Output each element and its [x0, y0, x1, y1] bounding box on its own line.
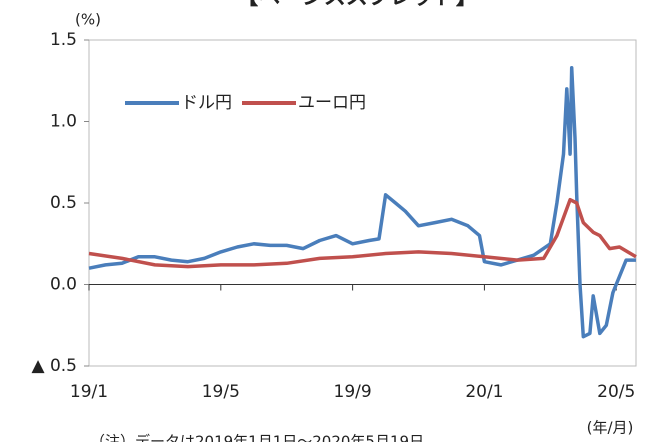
legend-label: ドル円	[181, 93, 232, 113]
y-tick-label: 0.0	[50, 275, 77, 295]
y-unit: (%)	[75, 11, 101, 29]
series-line	[88, 197, 637, 269]
note: （注）データは2019年1月1日～2020年5月19日	[90, 433, 424, 442]
series-line	[88, 65, 636, 339]
y-tick-label: 1.5	[50, 30, 77, 50]
y-tick-label: 1.0	[50, 112, 77, 132]
x-tick-label: 20/1	[465, 382, 503, 402]
x-tick-label: 19/1	[70, 382, 108, 402]
x-unit: (年/月)	[587, 419, 634, 437]
legend-label: ユーロ円	[298, 93, 366, 113]
chart-title: 【ベーシススプレッド】	[236, 0, 478, 10]
y-tick-label: ▲ 0.5	[31, 356, 77, 376]
x-tick-label: 20/5	[597, 382, 635, 402]
y-tick-label: 0.5	[50, 193, 77, 213]
x-tick-label: 19/9	[334, 382, 372, 402]
plot-frame	[88, 39, 637, 367]
x-tick-label: 19/5	[202, 382, 240, 402]
